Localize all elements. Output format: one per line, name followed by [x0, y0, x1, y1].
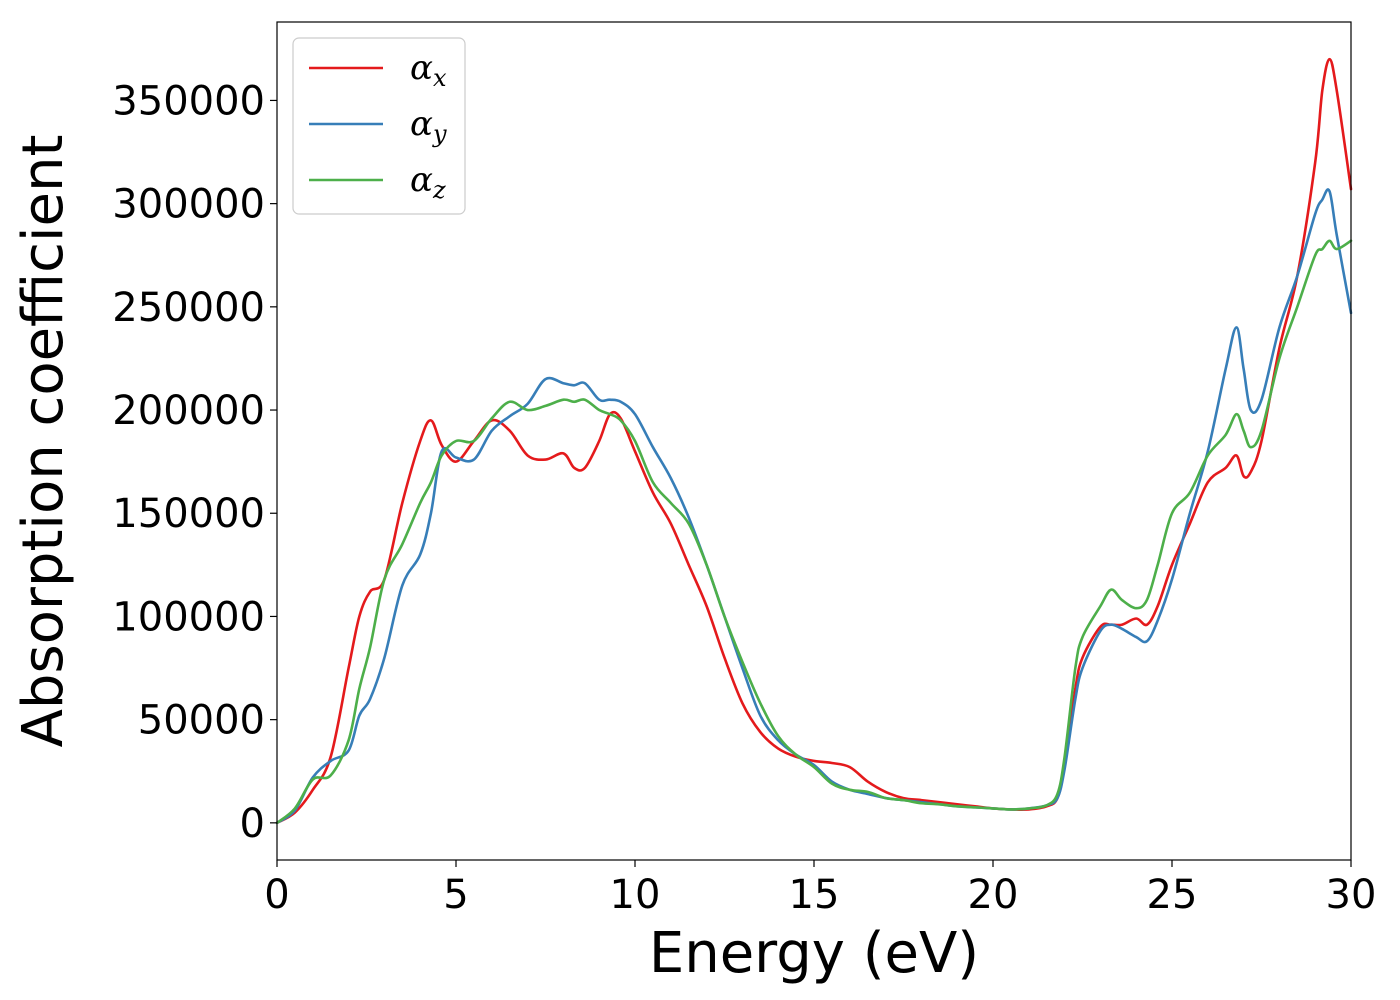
x-tick-label: 0	[264, 872, 289, 918]
series-line-alpha-z	[275, 239, 1353, 825]
x-tick-label: 10	[610, 872, 661, 918]
x-tick-label: 25	[1147, 872, 1198, 918]
y-tick-label: 0	[240, 801, 265, 847]
legend-box	[292, 37, 466, 215]
series-layer	[275, 57, 1353, 825]
y-tick-label: 100000	[112, 594, 265, 640]
series-line-alpha-y	[275, 188, 1353, 825]
y-tick-label: 300000	[112, 182, 265, 228]
x-axis-title: Energy (eV)	[649, 921, 979, 986]
series-line-alpha-x	[275, 57, 1353, 825]
y-tick-label: 250000	[112, 285, 265, 331]
y-tick-label: 200000	[112, 388, 265, 434]
x-tick-label: 15	[789, 872, 840, 918]
y-axis-ticks: 0 50000 100000 150000 200000 250000 300000 3500…	[112, 78, 277, 847]
y-tick-label: 50000	[138, 698, 265, 744]
x-axis-ticks: 0 5 10 15 20 25 30	[264, 860, 1376, 918]
x-tick-label: 30	[1326, 872, 1377, 918]
y-axis-title: Absorption coefficient	[11, 135, 76, 748]
y-tick-label: 350000	[112, 78, 265, 124]
y-tick-label: 150000	[112, 491, 265, 537]
x-tick-label: 20	[968, 872, 1019, 918]
x-tick-label: 5	[443, 872, 468, 918]
